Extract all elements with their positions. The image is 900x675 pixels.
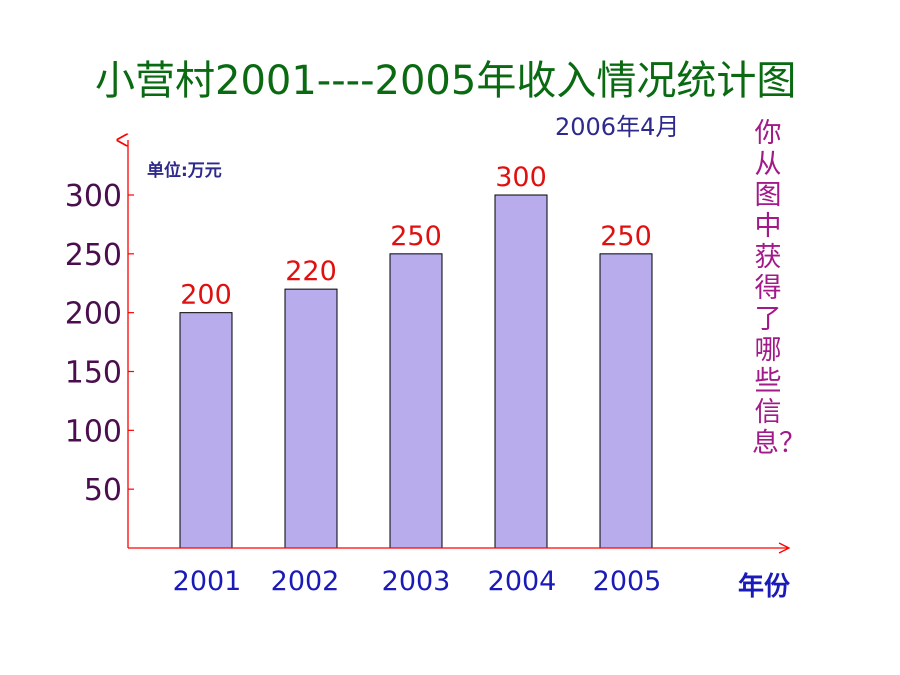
- chart-title: 小营村2001----2005年收入情况统计图: [95, 58, 797, 104]
- x-axis-label: 年份: [738, 572, 791, 602]
- data-label-2003: 250: [390, 221, 442, 252]
- y-tick-label-100: 100: [65, 414, 122, 449]
- x-tick-label-2002: 2002: [271, 566, 340, 597]
- y-tick-label-200: 200: [65, 297, 122, 332]
- y-tick-label-50: 50: [84, 473, 122, 508]
- bar-2001: [179, 312, 233, 549]
- data-label-2002: 220: [285, 256, 337, 287]
- x-tick-label-2001: 2001: [173, 566, 242, 597]
- bar-2004: [494, 194, 548, 549]
- y-tick-label-150: 150: [65, 356, 122, 391]
- x-tick-label-2005: 2005: [593, 566, 662, 597]
- data-label-2005: 250: [600, 221, 652, 252]
- x-axis-arrow: [778, 542, 791, 554]
- bar-2003: [389, 253, 443, 549]
- bar-2005: [599, 253, 653, 549]
- y-tick-label-250: 250: [65, 238, 122, 273]
- chart-subtitle-date: 2006年4月: [555, 113, 680, 141]
- y-axis-label: 单位:万元: [147, 161, 222, 181]
- y-tick-label-300: 300: [65, 179, 122, 214]
- data-label-2001: 200: [180, 280, 232, 311]
- data-label-2004: 300: [495, 162, 547, 193]
- x-tick-label-2004: 2004: [488, 566, 557, 597]
- x-tick-label-2003: 2003: [382, 566, 451, 597]
- question-annotation: 你从图中获得了哪些信息？: [752, 118, 806, 459]
- bar-2002: [284, 288, 338, 549]
